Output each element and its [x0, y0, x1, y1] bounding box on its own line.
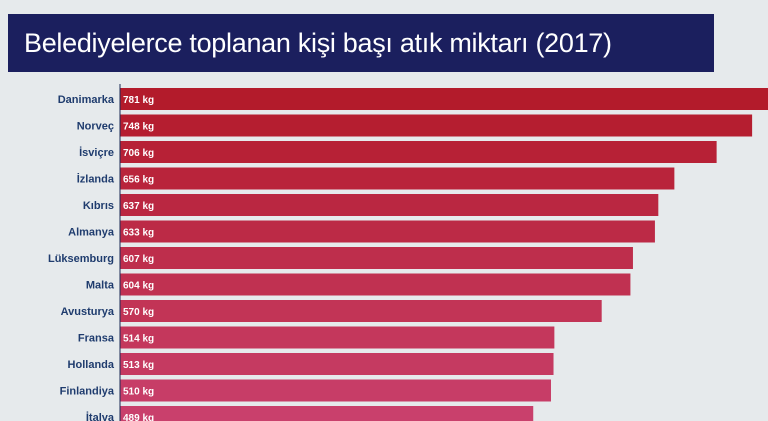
category-label: Kıbrıs: [83, 200, 114, 212]
bar-İsviçre: [120, 141, 717, 163]
bar-İzlanda: [120, 167, 675, 190]
category-label: İzlanda: [77, 173, 115, 186]
data-label: 510 kg: [123, 387, 154, 398]
category-label: Almanya: [68, 227, 115, 239]
bar-Lüksemburg: [120, 247, 633, 269]
category-label: Danimarka: [58, 94, 115, 106]
bar-Malta: [120, 273, 631, 296]
bar-İtalya: [120, 406, 534, 421]
data-label: 513 kg: [123, 360, 154, 371]
bar-Danimarka: [120, 88, 768, 110]
category-label: İsviçre: [79, 146, 114, 159]
bar-chart: Danimarka 781 kg Norveç 748 kg İsviçre 706 kg…: [48, 84, 768, 421]
category-label: Malta: [86, 280, 115, 292]
category-label: İtalya: [86, 411, 115, 421]
bar-Kıbrıs: [120, 194, 659, 216]
bar-Avusturya: [120, 300, 602, 322]
category-label: Finlandiya: [60, 386, 115, 398]
data-label: 748 kg: [123, 122, 154, 133]
chart-title: Belediyelerce toplanan kişi başı atık mi…: [8, 14, 714, 72]
data-label: 489 kg: [123, 413, 154, 421]
bar-Finlandiya: [120, 379, 551, 402]
data-label: 637 kg: [123, 201, 154, 212]
data-label: 570 kg: [123, 307, 154, 318]
data-label: 706 kg: [123, 148, 154, 159]
bar-Hollanda: [120, 353, 554, 375]
category-label: Hollanda: [68, 359, 115, 371]
category-label: Avusturya: [61, 306, 115, 318]
bar-Norveç: [120, 114, 753, 137]
category-label: Norveç: [77, 121, 114, 133]
data-label: 781 kg: [123, 95, 154, 106]
bar-Almanya: [120, 220, 655, 243]
data-label: 604 kg: [123, 281, 154, 292]
bar-Fransa: [120, 326, 555, 349]
data-label: 607 kg: [123, 254, 154, 265]
data-label: 514 kg: [123, 334, 154, 345]
data-label: 656 kg: [123, 175, 154, 186]
data-label: 633 kg: [123, 228, 154, 239]
category-label: Lüksemburg: [48, 253, 114, 265]
category-label: Fransa: [78, 333, 115, 345]
